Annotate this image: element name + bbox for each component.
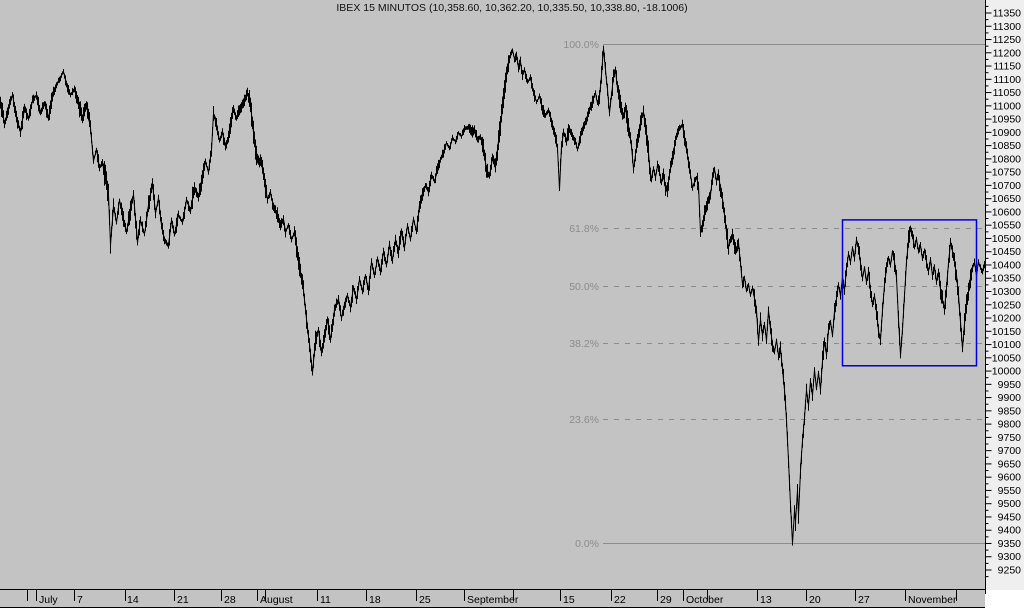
fib-level-label: 38.2% (569, 338, 599, 350)
time-axis-label: 20 (809, 594, 821, 606)
price-axis-label: 10450 (992, 246, 1021, 258)
price-axis-label: 11300 (993, 21, 1022, 33)
chart-title: IBEX 15 MINUTOS (10,358.60, 10,362.20, 1… (336, 2, 688, 14)
price-axis-label: 10350 (992, 273, 1021, 285)
time-axis-label: 18 (369, 594, 381, 606)
price-axis-label: 10400 (992, 259, 1021, 271)
price-axis-label: 10600 (992, 206, 1021, 218)
time-axis-label: 13 (760, 594, 772, 606)
price-axis-label: 10650 (992, 193, 1021, 205)
price-axis-label: 10150 (992, 326, 1021, 338)
plot-background (0, 0, 985, 589)
price-axis-label: 10050 (992, 352, 1021, 364)
time-axis-label: 15 (563, 594, 575, 606)
price-axis-label: 9850 (998, 405, 1022, 417)
price-axis-label: 10100 (992, 339, 1021, 351)
fib-level-label: 50.0% (569, 281, 599, 293)
time-axis-label: 28 (224, 594, 236, 606)
price-line-range-bars (0, 45, 985, 546)
price-axis-label: 9350 (998, 538, 1022, 550)
price-axis-label: 10500 (992, 233, 1021, 245)
price-axis-label: 11050 (993, 87, 1022, 99)
time-axis-label: September (467, 594, 519, 606)
price-axis-label: 9500 (998, 498, 1022, 510)
price-axis-label: 11350 (993, 8, 1022, 20)
fib-level-label: 61.8% (569, 223, 599, 235)
price-axis-label: 11250 (993, 34, 1022, 46)
fib-level-label: 100.0% (563, 39, 599, 51)
time-axis-label: 22 (614, 594, 626, 606)
price-axis-label: 9650 (998, 458, 1022, 470)
price-axis-label: 10700 (992, 180, 1021, 192)
price-axis-label: 9550 (998, 485, 1022, 497)
time-axis-label: 21 (177, 594, 189, 606)
price-axis-label: 10250 (992, 299, 1021, 311)
price-axis-label: 9600 (998, 472, 1022, 484)
time-axis-label: 14 (127, 594, 139, 606)
price-axis-label: 10200 (992, 313, 1021, 325)
time-axis-label: 11 (320, 594, 331, 606)
time-axis-label: 7 (77, 594, 83, 606)
fib-level-label: 23.6% (569, 414, 599, 426)
time-axis-label: November (908, 594, 957, 606)
price-axis-label: 11000 (993, 100, 1022, 112)
time-axis-label: 27 (858, 594, 870, 606)
price-axis-label: 9250 (998, 565, 1022, 577)
price-axis-label: 11100 (993, 74, 1021, 86)
price-axis-label: 9800 (998, 419, 1022, 431)
time-axis-background (0, 590, 985, 608)
time-axis-label: 29 (660, 594, 672, 606)
fib-level-label: 0.0% (575, 538, 599, 550)
price-axis-label: 9900 (998, 392, 1022, 404)
price-axis-label: 9450 (998, 511, 1022, 523)
price-axis-label: 10000 (992, 366, 1021, 378)
price-axis-label: 10850 (992, 140, 1021, 152)
price-axis-label: 9400 (998, 525, 1022, 537)
price-axis-label: 10950 (992, 114, 1021, 126)
price-axis-label: 10800 (992, 153, 1021, 165)
price-axis-label: 9300 (998, 551, 1022, 563)
time-axis-label: October (686, 594, 724, 606)
price-axis-label: 10900 (992, 127, 1021, 139)
price-axis-background (986, 0, 1024, 590)
price-axis-label: 9750 (998, 432, 1022, 444)
time-axis-label: August (260, 594, 293, 606)
price-axis-label: 9950 (998, 379, 1022, 391)
price-axis-label: 11200 (993, 47, 1022, 59)
price-axis-label: 9700 (998, 445, 1022, 457)
price-axis-label: 10750 (992, 167, 1021, 179)
time-axis-label: 25 (419, 594, 431, 606)
blue-highlight-box (841, 219, 978, 367)
time-axis-label: July (39, 594, 58, 606)
price-axis-label: 10550 (992, 220, 1021, 232)
price-axis-label: 10300 (992, 286, 1021, 298)
price-axis-label: 11150 (993, 61, 1021, 73)
